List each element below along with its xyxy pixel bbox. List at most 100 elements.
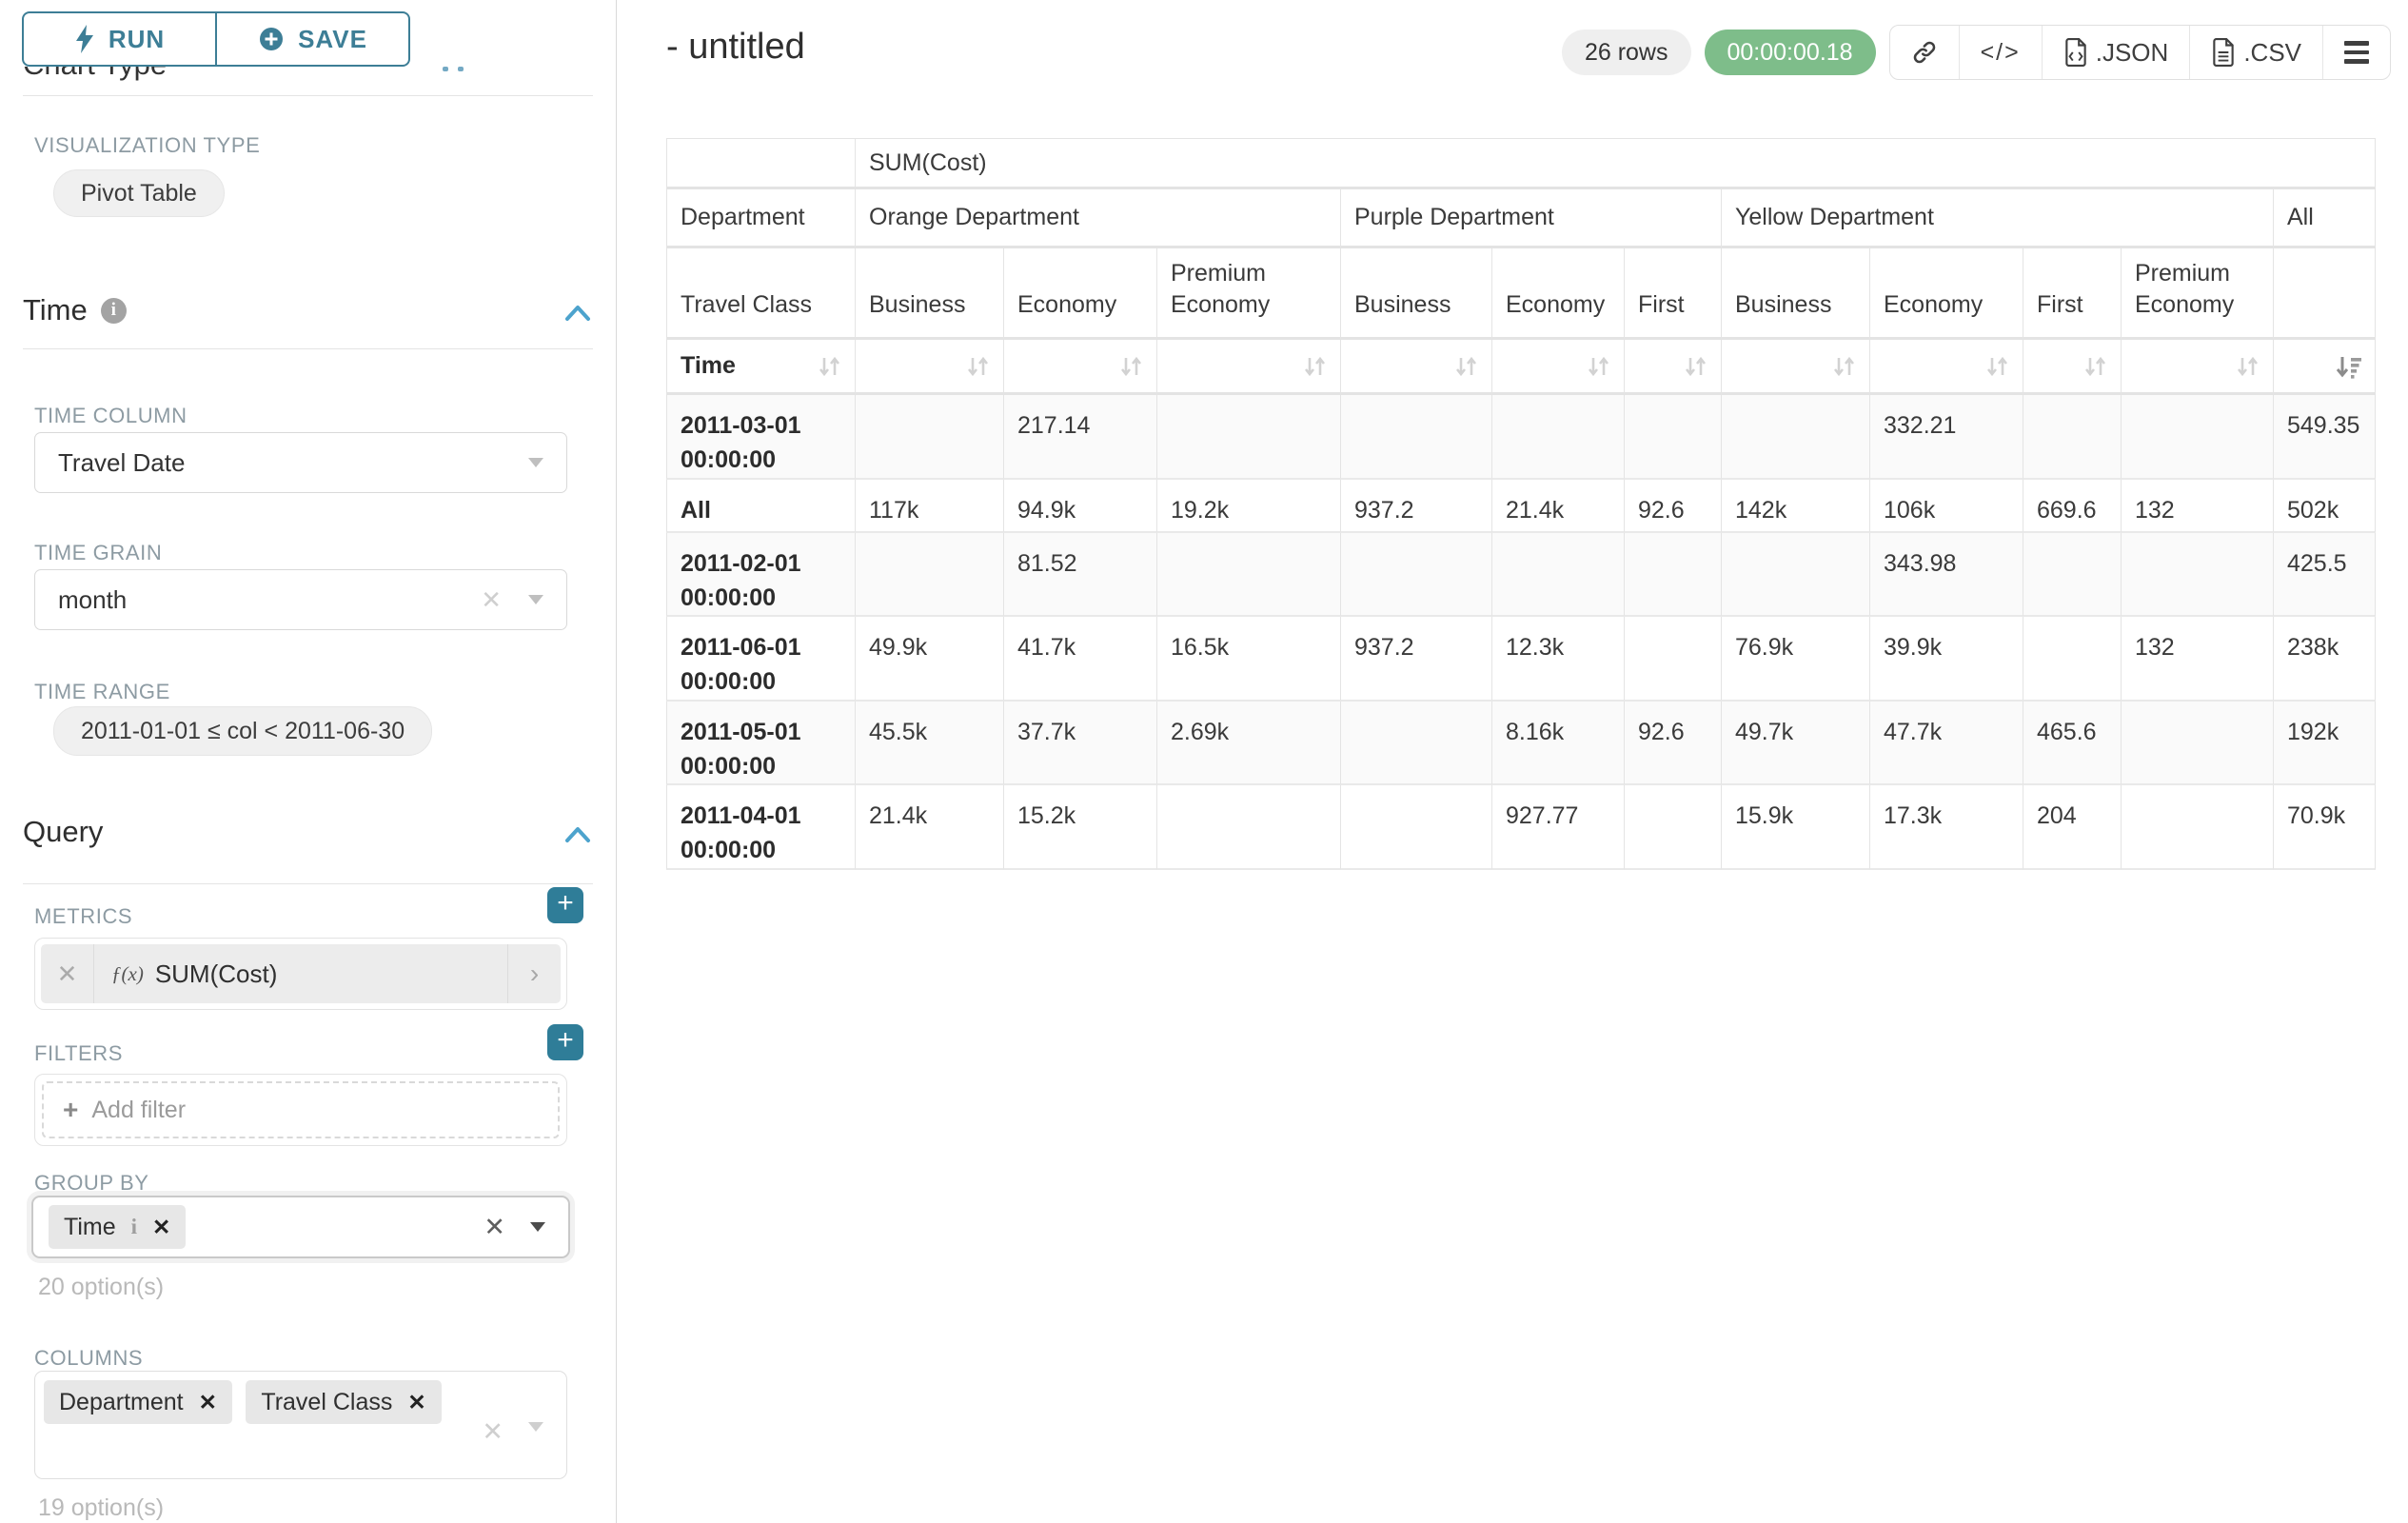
- chevron-up-icon[interactable]: [563, 824, 592, 845]
- run-button-label: RUN: [108, 24, 166, 53]
- time-grain-select[interactable]: month ✕: [34, 569, 567, 630]
- travel-class-header-row: Travel Class Business Economy Premium Ec…: [666, 248, 2377, 340]
- group-by-tag-time[interactable]: Time i ✕: [49, 1205, 187, 1249]
- time-range-pill[interactable]: 2011-01-01 ≤ col < 2011-06-30: [53, 706, 433, 756]
- chevron-up-icon[interactable]: [563, 303, 592, 324]
- add-filter-plus-button[interactable]: +: [547, 1024, 583, 1060]
- clear-icon[interactable]: ✕: [484, 1212, 505, 1241]
- pivot-cell: 117k: [856, 479, 1004, 533]
- sort-desc-icon[interactable]: [2333, 352, 2363, 381]
- tag-label: Department: [59, 1388, 184, 1415]
- pivot-cell: 549.35: [2274, 395, 2377, 480]
- pivot-cell: 502k: [2274, 479, 2377, 533]
- columns-tag-travel-class[interactable]: Travel Class ✕: [246, 1380, 442, 1424]
- travel-class-header: Economy: [1870, 248, 2023, 340]
- table-row: 2011-06-01 00:00:00 49.9k 41.7k 16.5k 93…: [666, 617, 2377, 702]
- row-label: 2011-02-01 00:00:00: [666, 532, 856, 617]
- export-json-button[interactable]: .JSON: [2043, 26, 2191, 79]
- time-section-title: Time: [23, 293, 88, 326]
- columns-select[interactable]: Department ✕ Travel Class ✕ ✕: [34, 1371, 567, 1479]
- pivot-cell: 132: [2122, 617, 2274, 702]
- metric-value: SUM(Cost): [154, 959, 278, 988]
- remove-tag-icon[interactable]: ✕: [152, 1214, 171, 1239]
- run-button[interactable]: RUN: [22, 11, 216, 67]
- control-panel-sidebar: Chart Type RUN SAVE VISUALIZATION TYPE P…: [0, 0, 617, 1523]
- visualization-type-pill[interactable]: Pivot Table: [53, 169, 225, 217]
- time-grain-value: month: [58, 584, 128, 614]
- run-save-button-row: RUN SAVE: [22, 11, 410, 67]
- pivot-cell: 937.2: [1341, 617, 1492, 702]
- visualization-type-label: VISUALIZATION TYPE: [34, 133, 261, 157]
- file-json-icon: [2065, 38, 2086, 67]
- sort-icon[interactable]: [815, 352, 843, 381]
- row-label: 2011-04-01 00:00:00: [666, 785, 856, 870]
- save-button[interactable]: SAVE: [216, 11, 410, 67]
- copy-link-button[interactable]: [1890, 26, 1960, 79]
- time-section-header: Time i: [23, 293, 127, 327]
- sort-icon[interactable]: [1681, 352, 1709, 381]
- group-by-select[interactable]: Time i ✕ ✕: [31, 1196, 570, 1258]
- view-query-button[interactable]: </>: [1960, 26, 2043, 79]
- chart-title[interactable]: - untitled: [666, 27, 805, 67]
- pivot-cell: 238k: [2274, 617, 2377, 702]
- info-icon: i: [100, 297, 127, 324]
- table-row: 2011-04-01 00:00:00 21.4k 15.2k 927.77 1…: [666, 785, 2377, 870]
- pivot-cell: [1625, 532, 1722, 617]
- sort-icon[interactable]: [2233, 352, 2261, 381]
- columns-label: COLUMNS: [34, 1346, 144, 1370]
- pivot-cell: 47.7k: [1870, 701, 2023, 785]
- divider: [23, 348, 593, 349]
- filters-label: FILTERS: [34, 1041, 124, 1065]
- pivot-cell: 142k: [1722, 479, 1870, 533]
- sort-icon[interactable]: [1983, 352, 2011, 381]
- row-label: 2011-05-01 00:00:00: [666, 701, 856, 785]
- export-button-group: </> .JSON .CSV: [1888, 25, 2391, 80]
- more-menu-button[interactable]: [2323, 26, 2390, 79]
- chevron-right-icon[interactable]: ›: [507, 944, 561, 1003]
- pivot-cell: 49.7k: [1722, 701, 1870, 785]
- time-column-select[interactable]: Travel Date: [34, 432, 567, 493]
- travel-class-header: Business: [1722, 248, 1870, 340]
- sort-icon[interactable]: [1584, 352, 1612, 381]
- clear-icon[interactable]: ✕: [481, 584, 502, 614]
- pivot-cell: 192k: [2274, 701, 2377, 785]
- sort-icon[interactable]: [1300, 352, 1329, 381]
- pivot-cell: 94.9k: [1004, 479, 1157, 533]
- pivot-cell: 15.2k: [1004, 785, 1157, 870]
- remove-metric-icon[interactable]: ✕: [41, 944, 94, 1003]
- caret-down-icon: [530, 1222, 545, 1232]
- sort-icon[interactable]: [963, 352, 992, 381]
- sort-icon[interactable]: [2081, 352, 2109, 381]
- pivot-cell: [1341, 701, 1492, 785]
- table-row: All 117k 94.9k 19.2k 937.2 21.4k 92.6 14…: [666, 479, 2377, 533]
- pivot-cell: [1492, 532, 1625, 617]
- travel-class-header: Business: [1341, 248, 1492, 340]
- pivot-cell: 204: [2023, 785, 2122, 870]
- query-section-title: Query: [23, 815, 104, 848]
- pivot-cell: [1625, 785, 1722, 870]
- col-group-header: All: [2274, 189, 2377, 248]
- link-icon: [1913, 41, 1935, 64]
- add-filter-button[interactable]: + Add filter: [42, 1081, 560, 1138]
- caret-down-icon: [528, 595, 543, 604]
- clear-icon[interactable]: ✕: [482, 1417, 503, 1446]
- metrics-label: METRICS: [34, 904, 133, 928]
- pivot-cell: [2122, 785, 2274, 870]
- pivot-cell: 49.9k: [856, 617, 1004, 702]
- csv-label: .CSV: [2243, 37, 2301, 67]
- export-csv-button[interactable]: .CSV: [2190, 26, 2323, 79]
- pivot-cell: [1157, 532, 1341, 617]
- remove-tag-icon[interactable]: ✕: [407, 1389, 426, 1414]
- pivot-cell: 669.6: [2023, 479, 2122, 533]
- filters-container: + Add filter: [34, 1074, 567, 1146]
- remove-tag-icon[interactable]: ✕: [198, 1389, 217, 1414]
- add-filter-label: Add filter: [91, 1096, 187, 1123]
- add-metric-button[interactable]: +: [547, 887, 583, 923]
- pivot-cell: 8.16k: [1492, 701, 1625, 785]
- sort-icon[interactable]: [1116, 352, 1145, 381]
- sort-icon[interactable]: [1451, 352, 1480, 381]
- sort-icon[interactable]: [1829, 352, 1858, 381]
- columns-tag-department[interactable]: Department ✕: [44, 1380, 232, 1424]
- col-group-header: Yellow Department: [1722, 189, 2274, 248]
- metric-pill[interactable]: ✕ ƒ(x) SUM(Cost) ›: [41, 944, 561, 1003]
